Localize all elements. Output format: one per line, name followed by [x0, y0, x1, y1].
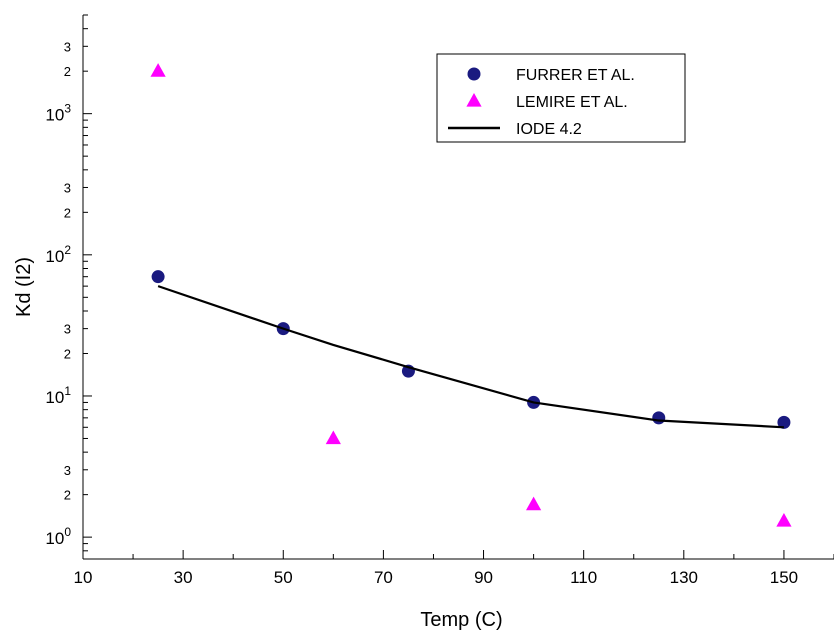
data-point-triangle: [776, 513, 792, 527]
data-point-circle: [652, 411, 666, 425]
x-tick-label: 130: [670, 568, 698, 587]
y-minor-tick-label: 2: [64, 346, 71, 361]
y-axis-title: Kd (I2): [13, 257, 35, 317]
x-tick-label: 90: [474, 568, 493, 587]
x-tick-label: 10: [74, 568, 93, 587]
data-point-circle: [777, 415, 791, 429]
y-minor-tick-label: 3: [64, 322, 71, 337]
legend-item: LEMIRE ET AL.: [466, 93, 628, 111]
y-minor-tick-label: 3: [64, 39, 71, 54]
y-minor-tick-label: 2: [64, 205, 71, 220]
data-point-triangle: [150, 63, 166, 77]
x-tick-label: 50: [274, 568, 293, 587]
axes: [82, 15, 834, 560]
legend-item: FURRER ET AL.: [467, 67, 635, 84]
y-major-tick-label: 100: [45, 525, 71, 548]
y-major-tick-label: 101: [45, 384, 71, 407]
y-minor-tick-label: 2: [64, 64, 71, 79]
series-layer: [150, 63, 792, 527]
x-tick-label: 30: [174, 568, 193, 587]
x-tick-label: 70: [374, 568, 393, 587]
data-point-triangle: [325, 430, 341, 445]
y-ticks: 100 101 102 103 2 3 2 3 2 3 2 3: [45, 14, 92, 560]
series-line: [157, 285, 784, 429]
y-minor-tick-label: 3: [64, 463, 71, 478]
legend-item: IODE 4.2: [448, 121, 582, 138]
data-point-circle: [151, 270, 165, 284]
series-iode-4-2: [157, 285, 784, 429]
x-tick-label: 110: [570, 568, 597, 587]
x-ticks: 10 30 50 70 90 110 130 150: [74, 550, 834, 587]
y-minor-tick-label: 2: [64, 488, 71, 503]
legend-triangle-swatch: [466, 93, 482, 107]
x-axis-title: Temp (C): [420, 609, 502, 631]
legend-label: FURRER ET AL.: [516, 67, 635, 84]
legend-label: LEMIRE ET AL.: [516, 94, 628, 111]
y-major-tick-label: 102: [45, 243, 71, 266]
y-minor-tick-label: 3: [64, 180, 71, 195]
legend: FURRER ET AL. LEMIRE ET AL. IODE 4.2: [436, 53, 686, 143]
legend-circle-swatch: [467, 67, 481, 81]
data-point-triangle: [526, 496, 542, 511]
legend-label: IODE 4.2: [516, 121, 582, 138]
x-tick-label: 150: [770, 568, 798, 587]
y-major-tick-label: 103: [45, 102, 71, 125]
series-furrer-et-al: [151, 270, 791, 429]
series-lemire-et-al: [150, 63, 792, 527]
